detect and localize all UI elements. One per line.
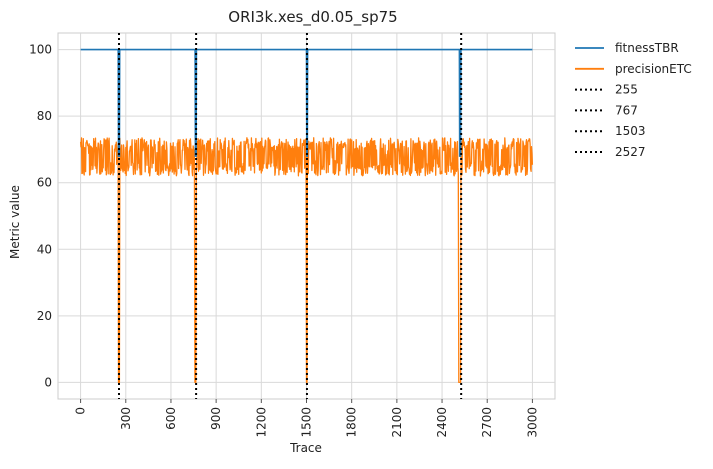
x-tick-label: 2400 (435, 407, 449, 438)
x-axis: 0 300 600 900 1200 1500 1800 2100 2400 2700 3000 (74, 399, 539, 438)
y-tick-label: 100 (29, 43, 52, 57)
legend-label-255: 255 (615, 83, 638, 97)
y-tick-label: 80 (37, 109, 52, 123)
x-tick-label: 3000 (525, 407, 539, 438)
x-tick-label: 900 (209, 407, 223, 430)
legend: fitnessTBR precisionETC 255 767 1503 2527 (575, 41, 692, 159)
chart-title: ORI3k.xes_d0.05_sp75 (228, 8, 397, 27)
plot-area (57, 32, 556, 400)
series-line-precisionETC (79, 137, 534, 384)
legend-label-1503: 1503 (615, 124, 646, 138)
y-axis: 0 20 40 60 80 100 (29, 43, 52, 390)
x-tick-label: 2700 (480, 407, 494, 438)
y-tick-label: 60 (37, 176, 52, 190)
y-tick-label: 0 (44, 375, 52, 389)
x-tick-label: 0 (74, 407, 88, 415)
legend-label-precisionETC: precisionETC (615, 62, 692, 76)
series-layer (79, 48, 534, 384)
x-tick-label: 1200 (254, 407, 268, 438)
x-axis-label: Trace (289, 441, 322, 455)
x-tick-label: 600 (164, 407, 178, 430)
y-axis-label: Metric value (8, 185, 22, 259)
vline-layer (117, 33, 463, 399)
legend-label-fitnessTBR: fitnessTBR (615, 41, 679, 55)
x-tick-label: 1500 (300, 407, 314, 438)
x-tick-label: 2100 (390, 407, 404, 438)
x-tick-label: 300 (119, 407, 133, 430)
y-tick-label: 40 (37, 242, 52, 256)
legend-label-767: 767 (615, 103, 638, 117)
series-line-fitnessTBR (80, 48, 533, 157)
y-tick-label: 20 (37, 309, 52, 323)
x-tick-label: 1800 (345, 407, 359, 438)
legend-label-2527: 2527 (615, 145, 646, 159)
